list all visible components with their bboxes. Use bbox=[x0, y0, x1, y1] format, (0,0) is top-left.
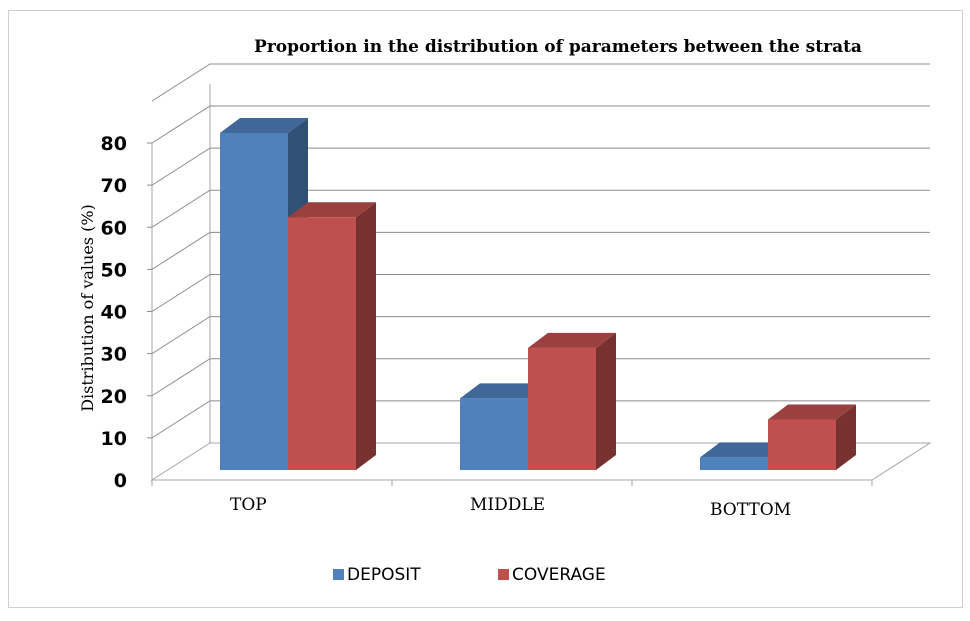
gridline bbox=[151, 189, 930, 228]
y-tick-label: 30 bbox=[101, 344, 127, 366]
bar-front bbox=[288, 217, 356, 470]
gridline bbox=[151, 274, 930, 312]
gridline-top bbox=[151, 63, 930, 102]
chart-title: Proportion in the distribution of parame… bbox=[254, 37, 862, 57]
y-tick-label: 60 bbox=[101, 217, 127, 239]
gridline bbox=[151, 105, 930, 144]
bar-front bbox=[220, 133, 288, 470]
bar-coverage-middle bbox=[528, 332, 616, 470]
bar-top bbox=[220, 118, 308, 133]
bar-top bbox=[528, 332, 616, 348]
bar-deposit-bottom bbox=[700, 442, 788, 470]
bar-coverage-top bbox=[288, 202, 376, 470]
gridline bbox=[151, 231, 930, 270]
legend-label: DEPOSIT bbox=[347, 565, 421, 585]
bar-coverage-bottom bbox=[768, 404, 856, 470]
bar-top bbox=[768, 404, 856, 420]
bar-top bbox=[460, 383, 548, 399]
y-tick-label: 10 bbox=[101, 428, 127, 450]
y-tick-label: 20 bbox=[101, 386, 127, 408]
legend-swatch bbox=[333, 569, 344, 580]
legend-item-deposit: DEPOSIT bbox=[333, 565, 421, 585]
gridline bbox=[151, 358, 930, 397]
x-tick-label: BOTTOM bbox=[710, 500, 791, 520]
gridline bbox=[151, 316, 930, 355]
chart-frame bbox=[8, 10, 963, 608]
bar-side bbox=[596, 332, 616, 470]
legend-label: COVERAGE bbox=[512, 565, 606, 585]
y-tick-label: 40 bbox=[101, 302, 127, 324]
bar-front bbox=[700, 457, 768, 470]
y-axis-label: Distribution of values (%) bbox=[78, 204, 97, 412]
bar-top bbox=[700, 442, 788, 458]
bar-front bbox=[460, 398, 528, 470]
y-tick-label: 70 bbox=[101, 175, 127, 197]
bar-top bbox=[288, 202, 376, 218]
bar-front bbox=[528, 347, 596, 470]
x-tick-label: TOP bbox=[230, 495, 267, 515]
x-tick-label: MIDDLE bbox=[470, 495, 545, 515]
y-tick-label: 50 bbox=[101, 259, 127, 281]
legend-item-coverage: COVERAGE bbox=[498, 565, 606, 585]
legend-swatch bbox=[498, 569, 509, 580]
gridline bbox=[151, 400, 930, 439]
gridline bbox=[151, 147, 930, 186]
bar-side bbox=[356, 202, 376, 470]
bar-front bbox=[768, 419, 836, 470]
bar-side bbox=[836, 404, 856, 470]
y-tick-label: 0 bbox=[114, 470, 127, 492]
y-tick-label: 80 bbox=[101, 133, 127, 155]
